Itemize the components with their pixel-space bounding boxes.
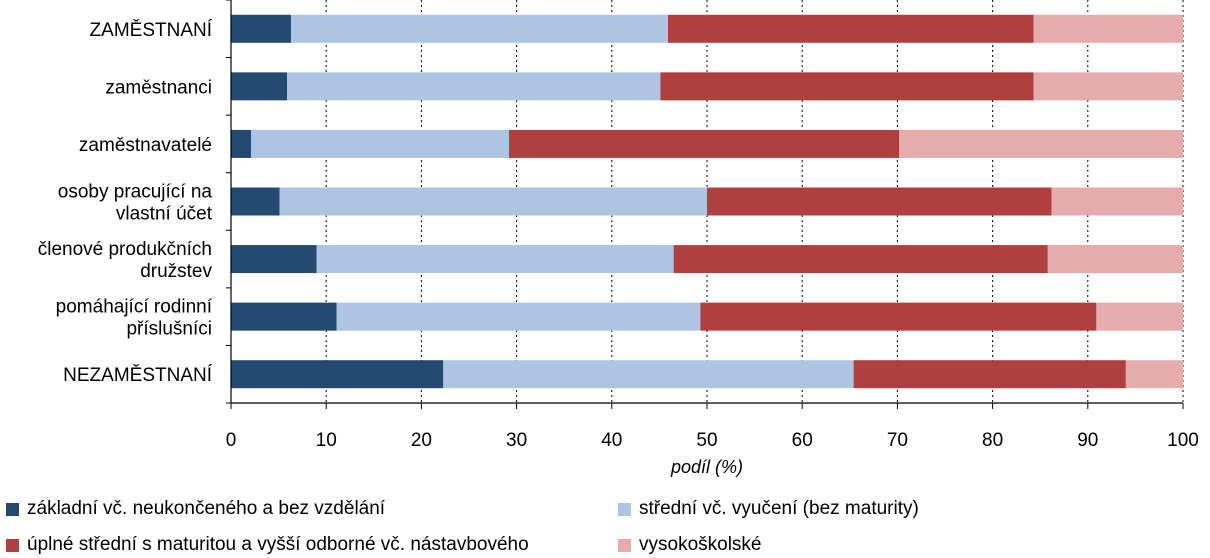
bar-segment — [443, 360, 854, 389]
x-tick-label: 90 — [1077, 430, 1098, 451]
category-label: družstev — [140, 261, 212, 282]
category-label: NEZAMĚSTNANÍ — [63, 364, 213, 386]
category-label: zaměstnavatelé — [79, 135, 212, 156]
category-label: vlastní účet — [116, 204, 213, 225]
bar-segment — [231, 14, 291, 43]
bar-segment — [707, 187, 1052, 216]
category-label: ZAMĚSTNANÍ — [90, 19, 213, 41]
x-tick-label: 10 — [316, 430, 337, 451]
bar-segment — [508, 129, 900, 158]
x-tick-label: 80 — [982, 430, 1003, 451]
legend-label: úplné střední s maturitou a vyšší odborn… — [27, 534, 529, 555]
bar-segment — [899, 129, 1183, 158]
bar-segment — [231, 360, 444, 389]
category-label: příslušníci — [126, 319, 212, 340]
legend-item: vysokoškolské — [618, 534, 762, 556]
bar-segment — [231, 245, 317, 274]
bar-segment — [231, 302, 337, 331]
axes — [226, 0, 1184, 409]
legend-label: základní vč. neukončeného a bez vzdělání — [27, 498, 386, 519]
bar-segment — [1051, 187, 1183, 216]
legend: základní vč. neukončeného a bez vzdělání… — [6, 498, 1206, 558]
category-labels: ZAMĚSTNANÍ zaměstnanci zaměstnavatelé osoby… — [38, 19, 213, 386]
x-axis-title: podíl (%) — [670, 457, 743, 477]
bar-segment — [250, 129, 509, 158]
bar-segment — [287, 72, 661, 101]
legend-item: střední vč. vyučení (bez maturity) — [618, 498, 919, 520]
bar-segment — [1033, 14, 1183, 43]
legend-label: vysokoškolské — [639, 534, 762, 555]
x-tick-label: 0 — [226, 430, 237, 451]
legend-swatch — [6, 502, 19, 516]
bar-segment — [231, 129, 251, 158]
legend-item: základní vč. neukončeného a bez vzdělání — [6, 498, 385, 520]
x-tick-label: 30 — [506, 430, 527, 451]
legend-swatch — [6, 538, 19, 552]
legend-label: střední vč. vyučení (bez maturity) — [639, 498, 919, 519]
x-tick-label: 60 — [792, 430, 813, 451]
category-label: pomáhající rodinní — [56, 297, 213, 318]
bar-segment — [853, 360, 1126, 389]
x-tick-label: 50 — [696, 430, 717, 451]
bar-segment — [290, 14, 668, 43]
category-label: členové produkčních — [38, 239, 212, 260]
bar-segment — [700, 302, 1097, 331]
legend-swatch — [618, 538, 631, 552]
x-tick-label: 100 — [1167, 430, 1199, 451]
bar-segment — [231, 187, 280, 216]
x-tick-label: 40 — [601, 430, 622, 451]
category-label: osoby pracující na — [58, 182, 213, 203]
bar-segment — [1047, 245, 1183, 274]
bar-segment — [1033, 72, 1183, 101]
tick-labels: 0 10 20 30 40 50 60 70 80 90 100 — [226, 430, 1199, 451]
legend-item: úplné střední s maturitou a vyšší odborn… — [6, 534, 529, 556]
bars — [231, 14, 1183, 389]
bar-segment — [279, 187, 707, 216]
x-tick-label: 20 — [411, 430, 432, 451]
bar-segment — [1125, 360, 1183, 389]
bar-segment — [231, 72, 288, 101]
bar-segment — [673, 245, 1048, 274]
category-label: zaměstnanci — [105, 77, 212, 98]
legend-swatch — [618, 502, 631, 516]
bar-segment — [336, 302, 701, 331]
bar-segment — [660, 72, 1034, 101]
bar-segment — [667, 14, 1034, 43]
x-tick-label: 70 — [887, 430, 908, 451]
bar-segment — [1096, 302, 1183, 331]
bar-segment — [316, 245, 674, 274]
